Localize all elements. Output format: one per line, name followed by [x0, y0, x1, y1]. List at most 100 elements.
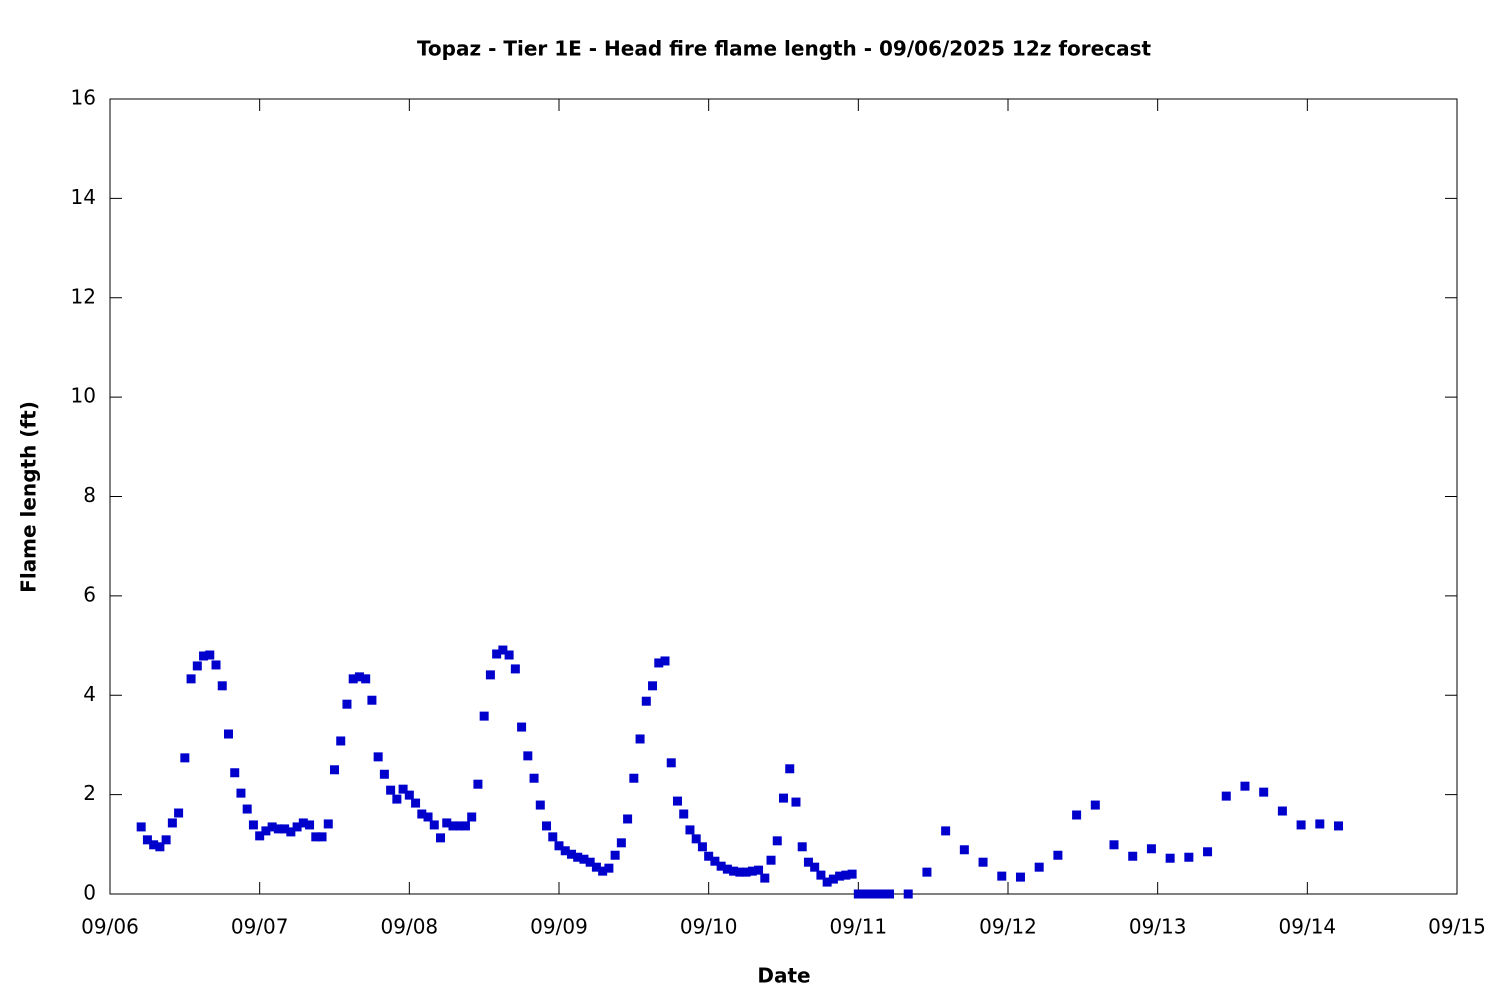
- point: [828, 874, 838, 884]
- point: [336, 736, 346, 746]
- point: [149, 840, 159, 850]
- point: [492, 649, 502, 659]
- point: [142, 835, 152, 845]
- point: [392, 794, 402, 804]
- point: [841, 870, 851, 880]
- y-axis-label: Flame length (ft): [17, 401, 41, 593]
- x-tick-label: 09/12: [979, 915, 1037, 939]
- x-tick-label: 09/09: [530, 915, 588, 939]
- point: [280, 824, 290, 834]
- point: [180, 753, 190, 763]
- point: [1296, 820, 1306, 830]
- point: [1221, 791, 1231, 801]
- point: [885, 889, 895, 899]
- point: [429, 820, 439, 830]
- point: [504, 650, 514, 660]
- point: [323, 819, 333, 829]
- point: [398, 784, 408, 794]
- point: [261, 826, 271, 836]
- x-tick-label: 09/06: [81, 915, 139, 939]
- x-tick-label: 09/10: [680, 915, 738, 939]
- point: [616, 838, 626, 848]
- point: [1315, 819, 1325, 829]
- point: [473, 779, 483, 789]
- point: [211, 660, 221, 670]
- point: [448, 821, 458, 831]
- y-tick-label: 14: [71, 185, 96, 209]
- point: [442, 818, 452, 828]
- y-tick-label: 10: [71, 384, 96, 408]
- point: [591, 862, 601, 872]
- point: [436, 833, 446, 843]
- point: [404, 790, 414, 800]
- point: [273, 824, 283, 834]
- point: [292, 822, 302, 832]
- point: [903, 889, 913, 899]
- point: [803, 857, 813, 867]
- point: [317, 832, 327, 842]
- y-tick-label: 0: [83, 881, 96, 905]
- point: [248, 820, 258, 830]
- point: [685, 825, 695, 835]
- point: [386, 785, 396, 795]
- point: [1277, 806, 1287, 816]
- point: [236, 788, 246, 798]
- point: [1015, 872, 1025, 882]
- point: [242, 804, 252, 814]
- point: [230, 768, 240, 778]
- point: [255, 831, 265, 841]
- point: [573, 852, 583, 862]
- x-tick-label: 09/11: [830, 915, 888, 939]
- point: [654, 658, 664, 668]
- point: [604, 863, 614, 873]
- point: [598, 866, 608, 876]
- point: [1053, 850, 1063, 860]
- point: [810, 862, 820, 872]
- point: [485, 670, 495, 680]
- point: [542, 821, 552, 831]
- x-tick-label: 09/08: [381, 915, 439, 939]
- point: [192, 661, 202, 671]
- point: [648, 681, 658, 691]
- point: [342, 699, 352, 709]
- point: [691, 834, 701, 844]
- point: [853, 889, 863, 899]
- point: [610, 850, 620, 860]
- point: [791, 797, 801, 807]
- y-tick-label: 6: [83, 582, 96, 606]
- x-axis-label: Date: [757, 964, 810, 988]
- point: [161, 835, 171, 845]
- point: [1334, 821, 1344, 831]
- point: [741, 867, 751, 877]
- point: [1072, 810, 1082, 820]
- y-tick-label: 16: [71, 86, 96, 110]
- point: [1146, 844, 1156, 854]
- point: [729, 866, 739, 876]
- point: [997, 871, 1007, 881]
- chart-title: Topaz - Tier 1E - Head fire flame length…: [417, 37, 1152, 61]
- point: [660, 656, 670, 666]
- point: [579, 854, 589, 864]
- point: [1184, 852, 1194, 862]
- point: [866, 889, 876, 899]
- point: [467, 812, 477, 822]
- point: [560, 846, 570, 856]
- point: [361, 674, 371, 684]
- y-tick-label: 8: [83, 483, 96, 507]
- point: [205, 650, 215, 660]
- point: [941, 826, 951, 836]
- point: [379, 769, 389, 779]
- point: [1128, 851, 1138, 861]
- point: [554, 841, 564, 851]
- point: [529, 773, 539, 783]
- point: [747, 866, 757, 876]
- point: [754, 865, 764, 875]
- point: [1240, 781, 1250, 791]
- point: [286, 827, 296, 837]
- point: [174, 808, 184, 818]
- point: [959, 845, 969, 855]
- point: [785, 764, 795, 774]
- point: [710, 856, 720, 866]
- point: [766, 855, 776, 865]
- point: [835, 871, 845, 881]
